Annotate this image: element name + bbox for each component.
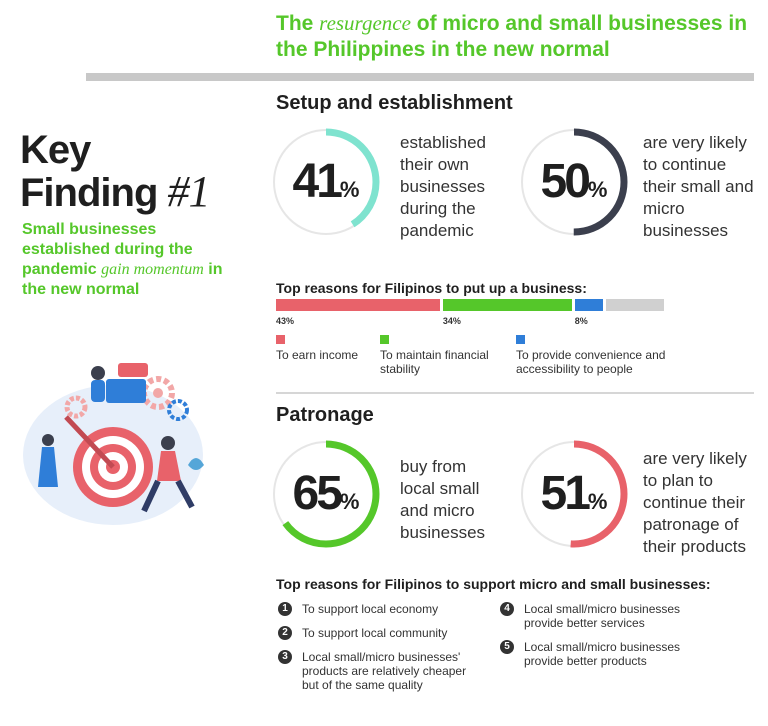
support-reason-5: Local small/micro businesses provide bet… — [524, 640, 681, 668]
laptop-icon — [106, 379, 146, 403]
donut-patronage-65 — [272, 440, 380, 548]
legend-swatch-income — [276, 335, 285, 344]
stat-number: 65 — [292, 467, 343, 520]
title-part-1: The — [276, 12, 320, 35]
support-reason-1: To support local economy — [302, 602, 439, 616]
stat-unit: % — [339, 489, 360, 514]
plant-icon — [188, 458, 204, 470]
subtitle-part-1: Small businesses established during the … — [22, 221, 193, 278]
bar-value-label: 34% — [442, 316, 461, 326]
bar-segment-financial — [442, 299, 572, 311]
man-legs — [141, 479, 195, 513]
bar-segment-convenience — [574, 299, 603, 311]
chat-bubble-icon — [118, 363, 148, 377]
bar-value-label: 8% — [574, 316, 588, 326]
man-head — [161, 436, 175, 450]
finding-number: #1 — [167, 167, 211, 216]
person-head — [91, 366, 105, 380]
section-setup-title: Setup and establishment — [276, 92, 513, 114]
bar-segment-income — [276, 299, 440, 311]
subtitle-part-2: in the new normal — [22, 261, 223, 298]
header-divider — [86, 73, 754, 81]
stat-unit: % — [587, 489, 608, 514]
legend-label-income: To earn income — [276, 348, 359, 362]
stat-setup-41-text: established their own businesses during … — [400, 133, 487, 240]
donut-arc-51 — [520, 440, 628, 548]
reasons-heading: Top reasons for Filipinos to put up a bu… — [276, 280, 587, 296]
legend-swatch-financial — [380, 335, 389, 344]
stat-unit: % — [587, 177, 608, 202]
legend-label-financial: To maintain financial stability — [380, 348, 489, 376]
support-reason-4: Local small/micro businesses provide bet… — [524, 602, 681, 630]
stat-setup-41-value: 41% — [270, 126, 382, 246]
donut-setup-50 — [520, 128, 628, 236]
support-reasons-heading: Top reasons for Filipinos to support mic… — [276, 576, 711, 592]
business-target-illustration — [23, 363, 204, 525]
number-badge-3: 3 — [278, 650, 292, 664]
title-emphasis: resurgence — [319, 11, 411, 35]
support-reason-3: Local small/micro businesses' products a… — [302, 650, 467, 692]
stat-patronage-65-text: buy from local small and micro businesse… — [400, 457, 486, 542]
stat-number: 41 — [292, 155, 343, 208]
donut-arc-50 — [520, 128, 628, 236]
donut-arc-65 — [272, 440, 380, 548]
stat-patronage-51-value: 51% — [518, 438, 630, 558]
bar-value-label: 43% — [276, 316, 295, 326]
finding-word: Finding — [20, 171, 168, 215]
stat-number: 51 — [540, 467, 591, 520]
number-badge-2: 2 — [278, 626, 292, 640]
donut-patronage-51 — [520, 440, 628, 548]
number-badge-1: 1 — [278, 602, 292, 616]
donut-setup-41 — [272, 128, 380, 236]
stat-patronage-65-value: 65% — [270, 438, 382, 558]
man-figure — [157, 451, 181, 481]
stat-setup-50-text: are very likely to continue their small … — [643, 133, 754, 240]
stat-patronage-51-text: are very likely to plan to continue thei… — [643, 449, 747, 556]
woman-head — [42, 434, 54, 446]
legend-swatch-convenience — [516, 335, 525, 344]
stat-unit: % — [339, 177, 360, 202]
woman-figure — [38, 447, 58, 487]
key-finding-subtitle: Small businesses established during the … — [22, 220, 232, 300]
section-divider — [276, 392, 754, 394]
legend-label-convenience: To provide convenience and accessibility… — [516, 348, 666, 376]
bar-segment-other — [605, 299, 664, 311]
section-patronage-title: Patronage — [276, 404, 374, 426]
gear-icon — [167, 399, 189, 421]
key-finding-label: Key — [20, 128, 91, 172]
subtitle-emphasis: gain momentum — [101, 261, 204, 278]
infographic-title: The resurgence of micro and small busine… — [276, 10, 756, 63]
number-badge-4: 4 — [500, 602, 514, 616]
arrow-icon — [64, 415, 115, 469]
gear-icon — [64, 395, 88, 419]
stat-number: 50 — [540, 155, 591, 208]
key-finding-number-line: Finding #1 — [20, 167, 211, 216]
person-body — [91, 380, 105, 402]
number-badge-5: 5 — [500, 640, 514, 654]
donut-arc-41 — [272, 128, 380, 236]
support-reason-2: To support local community — [302, 626, 448, 640]
title-part-2: of micro and small businesses in the Phi… — [276, 12, 748, 61]
stat-setup-50-value: 50% — [518, 126, 630, 246]
